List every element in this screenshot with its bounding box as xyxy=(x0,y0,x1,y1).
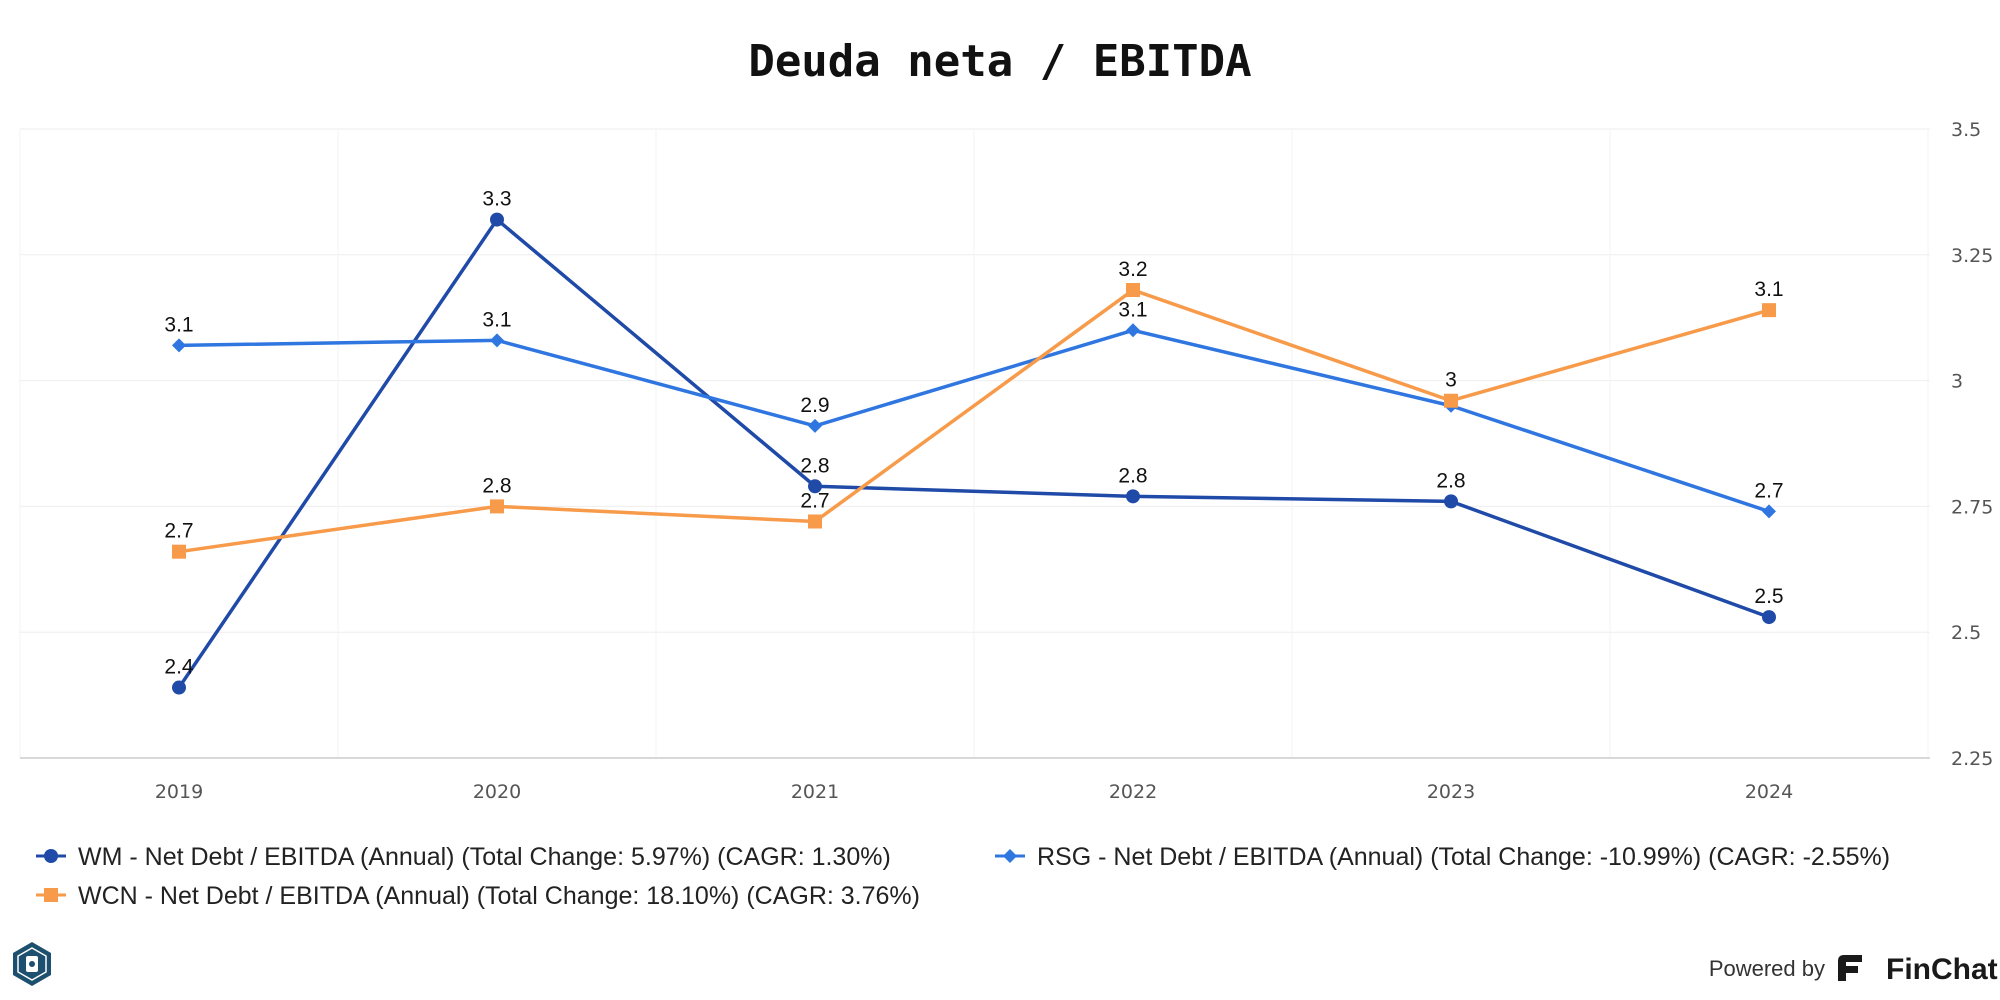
series-wcn xyxy=(172,283,1776,559)
x-tick-label: 2024 xyxy=(1745,781,1793,803)
y-tick-label: 2.5 xyxy=(1951,622,1981,644)
grid xyxy=(19,128,1930,758)
series-wcn-point[interactable] xyxy=(1762,303,1776,318)
series-wm-point[interactable] xyxy=(172,680,186,695)
legend-item-wm[interactable]: WM - Net Debt / EBITDA (Annual) (Total C… xyxy=(36,843,891,871)
series-wm-line xyxy=(177,217,1770,689)
data-label: 3.3 xyxy=(482,188,511,211)
series-rsg xyxy=(172,323,1776,519)
data-label: 2.8 xyxy=(800,454,829,477)
legend-swatch-marker xyxy=(1003,849,1017,863)
legend-label: WM - Net Debt / EBITDA (Annual) (Total C… xyxy=(78,843,891,871)
series-rsg-line xyxy=(178,328,1770,514)
x-tick-label: 2022 xyxy=(1109,781,1157,803)
chart-title: Deuda neta / EBITDA xyxy=(748,36,1251,87)
legend-label: RSG - Net Debt / EBITDA (Annual) (Total … xyxy=(1037,843,1890,871)
series-wcn-point[interactable] xyxy=(808,514,822,529)
series-wcn-line xyxy=(178,288,1770,554)
y-tick-label: 3 xyxy=(1951,371,1963,393)
data-label: 2.7 xyxy=(164,520,193,543)
data-labels: 2.4 3.3 2.8 2.8 2.8 2.5 3.1 3.1 2.9 3.1 2.7 2.7 2.8 2… xyxy=(164,188,1783,679)
x-tick-label: 2021 xyxy=(791,781,839,803)
series-rsg-point[interactable] xyxy=(490,333,504,348)
y-tick-label: 2.25 xyxy=(1951,748,1993,770)
legend-swatch-marker xyxy=(44,888,58,902)
x-tick-label: 2023 xyxy=(1427,781,1475,803)
data-label: 2.8 xyxy=(482,474,511,497)
series-wcn-point[interactable] xyxy=(490,499,504,514)
finchat-f-icon xyxy=(1838,955,1862,981)
data-label: 2.5 xyxy=(1754,585,1783,608)
x-tick-label: 2020 xyxy=(473,781,521,803)
powered-by-text: Powered by xyxy=(1709,956,1825,981)
data-label: 3.1 xyxy=(1754,278,1783,301)
series-rsg-point[interactable] xyxy=(808,418,822,433)
legend[interactable]: WM - Net Debt / EBITDA (Annual) (Total C… xyxy=(36,843,1890,910)
axes: 2.25 2.5 2.75 3 3.25 3.5 2019 2020 2021 2022 2023 2… xyxy=(20,119,1993,803)
data-label: 3.1 xyxy=(482,308,511,331)
series-rsg-point[interactable] xyxy=(1762,504,1776,519)
series-wcn-point[interactable] xyxy=(172,544,186,559)
legend-item-rsg[interactable]: RSG - Net Debt / EBITDA (Annual) (Total … xyxy=(995,843,1890,871)
y-tick-label: 3.25 xyxy=(1951,245,1993,267)
series-wm-point[interactable] xyxy=(1444,494,1458,509)
x-tick-label: 2019 xyxy=(155,781,203,803)
series-wcn-point[interactable] xyxy=(1126,283,1140,298)
series-wm-point[interactable] xyxy=(490,212,504,227)
data-label: 2.8 xyxy=(1436,469,1465,492)
y-tick-label: 2.75 xyxy=(1951,496,1993,518)
data-label: 2.4 xyxy=(164,656,194,679)
brand-name[interactable]: FinChat xyxy=(1886,953,1998,986)
series-wm-point[interactable] xyxy=(808,479,822,494)
data-label: 2.8 xyxy=(1118,464,1147,487)
legend-item-wcn[interactable]: WCN - Net Debt / EBITDA (Annual) (Total … xyxy=(36,882,920,910)
series-layer xyxy=(172,212,1776,695)
series-wm xyxy=(172,212,1776,695)
series-wm-point[interactable] xyxy=(1762,610,1776,625)
series-wcn-point[interactable] xyxy=(1444,393,1458,408)
data-label: 3.1 xyxy=(164,313,193,336)
legend-swatch-marker xyxy=(44,849,58,863)
data-label: 2.7 xyxy=(1754,479,1783,502)
finchat-badge-icon xyxy=(13,942,51,986)
legend-label: WCN - Net Debt / EBITDA (Annual) (Total … xyxy=(78,882,920,910)
series-rsg-point[interactable] xyxy=(172,338,186,353)
data-label: 3.1 xyxy=(1118,298,1147,321)
data-label: 2.9 xyxy=(800,394,829,417)
data-label: 2.7 xyxy=(800,489,829,512)
series-rsg-point[interactable] xyxy=(1126,323,1140,338)
data-label: 3 xyxy=(1445,369,1457,392)
y-tick-label: 3.5 xyxy=(1951,119,1981,141)
data-label: 3.2 xyxy=(1118,258,1147,281)
series-wm-point[interactable] xyxy=(1126,489,1140,504)
